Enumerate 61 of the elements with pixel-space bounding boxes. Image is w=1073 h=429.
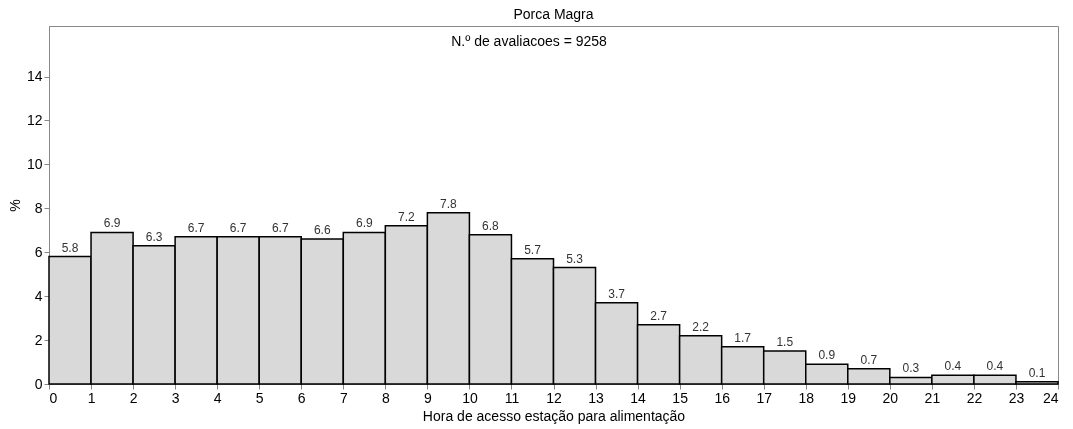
chart-title: Porca Magra: [513, 6, 594, 22]
x-tick-label: 17: [756, 389, 773, 406]
annotation: N.º de avaliacoes = 9258: [451, 33, 608, 49]
data-label: 0.7: [860, 352, 878, 367]
x-tick-label: 22: [966, 389, 983, 406]
y-tick-label: 2: [34, 331, 43, 348]
y-tick-label: 4: [34, 287, 43, 304]
x-tick-label: 5: [255, 389, 264, 406]
data-label: 7.8: [440, 196, 458, 211]
x-tick-label: 9: [423, 389, 432, 406]
y-tick-label: 10: [26, 155, 43, 172]
x-tick-label: 21: [924, 389, 941, 406]
data-label: 2.7: [650, 308, 668, 323]
data-label: 5.3: [566, 251, 584, 266]
data-label: 6.8: [482, 218, 500, 233]
data-label: 0.4: [986, 359, 1004, 374]
x-tick-label: 0: [49, 389, 58, 406]
y-axis-title: %: [6, 199, 23, 212]
data-label: 6.3: [145, 229, 163, 244]
y-tick-label: 6: [34, 243, 43, 260]
x-tick-label: 2: [129, 389, 138, 406]
data-label: 1.7: [734, 330, 752, 345]
data-label: 6.9: [355, 216, 373, 231]
x-tick-label: 14: [630, 389, 647, 406]
data-label: 5.8: [61, 240, 79, 255]
y-tick-label: 8: [34, 199, 43, 216]
data-label: 6.7: [229, 220, 247, 235]
y-tick-label: 14: [26, 68, 43, 85]
data-label: 6.7: [271, 220, 289, 235]
x-tick-label: 1: [87, 389, 96, 406]
x-tick-label: 15: [672, 389, 689, 406]
x-tick-label: 4: [213, 389, 222, 406]
data-label: 0.9: [818, 348, 836, 363]
x-tick-label: 18: [798, 389, 815, 406]
x-tick-label: 23: [1008, 389, 1025, 406]
data-label: 3.7: [608, 286, 626, 301]
x-tick-label: 19: [840, 389, 857, 406]
x-tick-label: 7: [339, 389, 348, 406]
x-tick-label: 24: [1042, 389, 1059, 406]
data-label: 0.4: [944, 359, 962, 374]
x-tick-label: 13: [588, 389, 605, 406]
data-label: 0.3: [902, 361, 920, 376]
data-label: 2.2: [692, 319, 710, 334]
x-tick-label: 8: [381, 389, 390, 406]
x-tick-label: 16: [714, 389, 731, 406]
data-label: 7.2: [398, 209, 416, 224]
data-label: 6.9: [103, 216, 121, 231]
y-tick-label: 0: [34, 375, 43, 392]
y-tick-label: 12: [26, 111, 43, 128]
x-axis-title: Hora de acesso estação para alimentação: [422, 407, 686, 424]
x-tick-label: 3: [171, 389, 180, 406]
data-label: 6.6: [313, 223, 331, 238]
data-label: 6.7: [187, 220, 205, 235]
data-label: 0.1: [1028, 365, 1046, 380]
x-tick-label: 6: [297, 389, 306, 406]
data-label: 5.7: [524, 242, 542, 257]
x-tick-label: 11: [504, 389, 520, 406]
x-tick-label: 12: [546, 389, 562, 406]
x-tick-label: 20: [882, 389, 899, 406]
x-tick-label: 10: [462, 389, 478, 406]
data-label: 1.5: [776, 335, 794, 350]
